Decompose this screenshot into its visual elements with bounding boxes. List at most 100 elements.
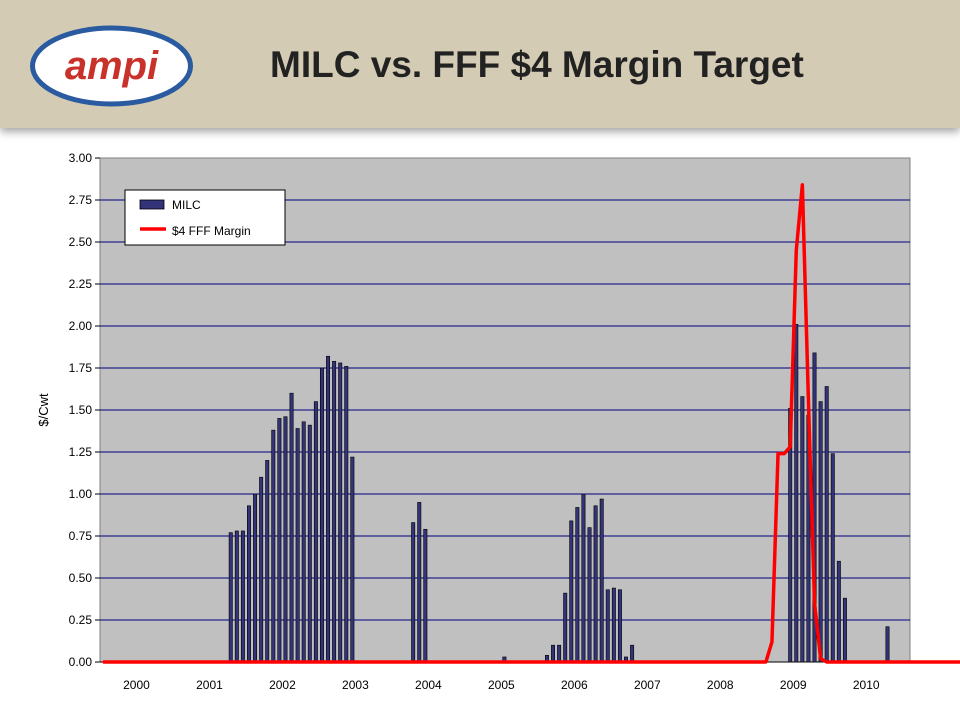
margin-point: [241, 661, 244, 663]
margin-point: [545, 661, 548, 663]
margin-point: [497, 661, 500, 663]
milc-bar: [332, 360, 337, 663]
margin-point: [661, 661, 664, 663]
milc-bar: [830, 453, 835, 663]
margin-point: [679, 661, 682, 663]
margin-point: [813, 602, 816, 605]
milc-bar: [411, 522, 416, 663]
milc-bar: [307, 424, 312, 663]
margin-point: [734, 661, 737, 663]
margin-point: [485, 661, 488, 663]
margin-point: [162, 661, 165, 663]
milc-bar: [344, 366, 349, 663]
milc-bar: [593, 505, 598, 663]
margin-point: [442, 661, 445, 663]
milc-bar: [277, 418, 282, 663]
margin-point: [150, 661, 153, 663]
margin-point: [953, 661, 956, 663]
margin-point: [856, 661, 859, 663]
margin-point: [393, 661, 396, 663]
margin-point: [752, 661, 755, 663]
milc-bar: [794, 324, 799, 663]
x-tick-label: 2008: [707, 678, 734, 692]
margin-point: [764, 661, 767, 663]
milc-bar: [842, 597, 847, 663]
margin-point: [193, 661, 196, 663]
milc-bar: [563, 592, 568, 663]
margin-point: [351, 661, 354, 663]
margin-point: [904, 661, 907, 663]
margin-point: [649, 661, 652, 663]
y-tick-label: 2.00: [69, 319, 93, 333]
milc-bar: [800, 396, 805, 663]
margin-point: [637, 661, 640, 663]
margin-point: [625, 661, 628, 663]
x-tick-label: 2001: [196, 678, 223, 692]
margin-point: [722, 661, 725, 663]
margin-point: [503, 661, 506, 663]
margin-point: [588, 661, 591, 663]
margin-point: [570, 661, 573, 663]
milc-bar: [301, 421, 306, 663]
margin-point: [509, 661, 512, 663]
margin-point: [527, 661, 530, 663]
margin-point: [247, 661, 250, 663]
margin-point: [758, 661, 761, 663]
y-tick-label: 0.00: [69, 655, 93, 669]
milc-bar: [417, 502, 422, 663]
margin-point: [880, 661, 883, 663]
y-tick-label: 1.00: [69, 487, 93, 501]
margin-point: [874, 661, 877, 663]
margin-point: [290, 661, 293, 663]
margin-point: [777, 452, 780, 455]
margin-point: [363, 661, 366, 663]
margin-point: [868, 661, 871, 663]
y-axis-ticks: 0.00 0.25 0.50 0.75 1.00 1.25 1.50 1.75 2.00 2.25…: [69, 151, 100, 669]
margin-point: [327, 661, 330, 663]
milc-bar: [818, 401, 823, 663]
milc-bar: [240, 530, 245, 663]
margin-point: [168, 661, 171, 663]
milc-bar: [350, 456, 355, 663]
margin-point: [235, 661, 238, 663]
milc-bar: [599, 498, 604, 663]
x-tick-label: 2010: [853, 678, 880, 692]
y-tick-label: 2.50: [69, 235, 93, 249]
margin-point: [685, 661, 688, 663]
margin-point: [217, 661, 220, 663]
x-tick-label: 2004: [415, 678, 442, 692]
margin-point: [533, 661, 536, 663]
margin-point: [308, 661, 311, 663]
margin-point: [418, 661, 421, 663]
milc-bar: [581, 493, 586, 663]
margin-point: [843, 661, 846, 663]
margin-point: [260, 661, 263, 663]
milc-bar: [319, 367, 324, 663]
margin-point: [144, 661, 147, 663]
margin-point: [454, 661, 457, 663]
margin-point: [278, 661, 281, 663]
margin-point: [552, 661, 555, 663]
margin-point: [740, 661, 743, 663]
margin-point: [320, 661, 323, 663]
margin-point: [126, 661, 129, 663]
margin-point: [825, 661, 828, 663]
margin-line-path: [103, 183, 960, 664]
margin-point: [120, 661, 123, 663]
margin-point: [114, 661, 117, 663]
x-tick-label: 2006: [561, 678, 588, 692]
y-tick-label: 0.25: [69, 613, 93, 627]
margin-point: [223, 661, 226, 663]
margin-point: [770, 640, 773, 643]
milc-bar: [569, 520, 574, 663]
margin-point: [424, 661, 427, 663]
milc-bar: [557, 644, 562, 663]
legend: MILC $4 FFF Margin: [124, 189, 286, 246]
margin-point: [229, 661, 232, 663]
margin-point: [156, 661, 159, 663]
milc-bar: [611, 587, 616, 663]
milc-bar: [824, 386, 829, 663]
margin-point: [716, 661, 719, 663]
margin-line: [102, 183, 960, 664]
milc-bar: [551, 644, 556, 663]
